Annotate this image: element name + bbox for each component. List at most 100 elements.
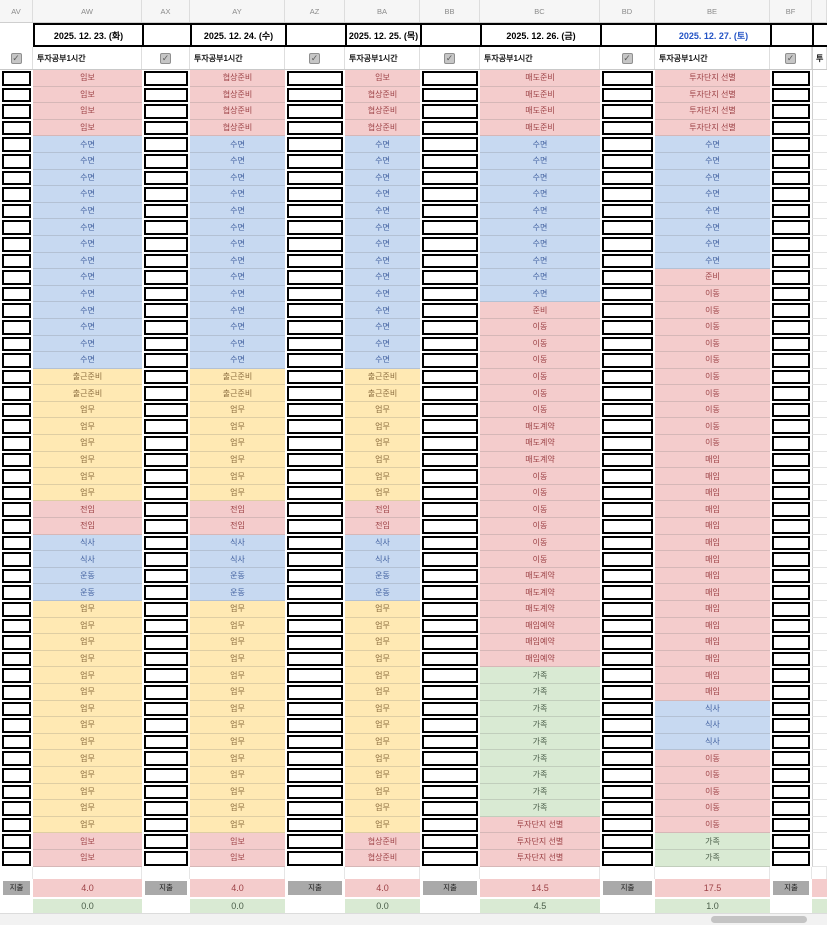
input-box[interactable] [287,436,343,451]
column-header-BF[interactable]: BF [770,0,812,22]
input-box[interactable] [2,286,31,302]
column-header-BC[interactable]: BC [480,0,600,22]
activity-cell[interactable]: 수면 [345,152,420,170]
activity-cell[interactable]: 수면 [33,169,142,187]
input-box-cell[interactable] [600,203,655,220]
input-box[interactable] [772,286,810,302]
input-box-cell[interactable] [600,518,655,535]
input-box-cell[interactable] [420,634,480,651]
activity-cell[interactable]: 수면 [33,252,142,270]
input-box[interactable] [144,353,188,368]
input-box[interactable] [772,353,810,368]
input-box-cell[interactable] [142,203,190,220]
activity-cell[interactable]: 업무 [345,601,420,618]
input-box[interactable] [2,104,31,119]
activity-cell[interactable]: 수면 [33,152,142,170]
input-box[interactable] [144,452,188,468]
activity-cell[interactable]: 업무 [33,634,142,651]
checkbox-checked-icon[interactable]: ✓ [10,52,22,64]
next-day-empty-cell[interactable] [812,617,827,635]
input-box-cell[interactable] [770,667,812,684]
input-box[interactable] [2,618,31,634]
input-box-cell[interactable] [770,701,812,718]
input-box-cell[interactable] [600,352,655,369]
activity-cell[interactable]: 수면 [33,186,142,203]
next-day-empty-cell[interactable] [812,816,827,834]
input-box-cell[interactable] [285,87,345,104]
input-box[interactable] [602,253,653,269]
input-box[interactable] [287,220,343,235]
input-box-cell[interactable] [770,734,812,751]
next-day-empty-cell[interactable] [812,103,827,120]
input-box[interactable] [144,801,188,816]
input-box[interactable] [602,170,653,186]
next-day-empty-cell[interactable] [812,849,827,867]
input-box[interactable] [144,734,188,750]
activity-cell[interactable]: 투자단지 선별 [480,849,600,867]
input-box-cell[interactable] [0,535,33,552]
activity-cell[interactable]: 전임 [345,501,420,519]
input-box-cell[interactable] [0,551,33,568]
input-box[interactable] [772,850,810,866]
input-box[interactable] [287,153,343,169]
input-box-cell[interactable] [420,701,480,718]
input-box[interactable] [602,319,653,335]
input-box[interactable] [422,220,478,235]
activity-cell[interactable]: 업무 [190,733,285,751]
input-box-cell[interactable] [142,286,190,303]
activity-cell[interactable]: 매도계약 [480,601,600,618]
input-box[interactable] [287,104,343,119]
input-box[interactable] [144,402,188,418]
input-box[interactable] [422,635,478,650]
activity-cell[interactable]: 임보 [33,70,142,87]
input-box[interactable] [2,651,31,667]
input-box-cell[interactable] [420,667,480,684]
input-box[interactable] [602,469,653,484]
activity-cell[interactable]: 임보 [190,849,285,867]
next-day-empty-cell[interactable] [812,518,827,535]
activity-cell[interactable]: 이동 [480,518,600,535]
activity-cell[interactable]: 수면 [33,219,142,236]
input-box[interactable] [602,419,653,435]
input-box-cell[interactable] [285,634,345,651]
input-box[interactable] [422,834,478,849]
input-box[interactable] [772,386,810,401]
input-box-cell[interactable] [770,601,812,618]
input-box-cell[interactable] [0,153,33,170]
input-box-cell[interactable] [600,667,655,684]
input-box-cell[interactable] [420,302,480,319]
input-box-cell[interactable] [600,435,655,452]
input-box-cell[interactable] [420,219,480,236]
input-box[interactable] [602,552,653,567]
input-box-cell[interactable] [770,236,812,253]
input-box-cell[interactable] [285,800,345,817]
input-box[interactable] [422,519,478,534]
input-box-cell[interactable] [600,103,655,120]
activity-cell[interactable]: 이동 [655,750,770,767]
input-box-cell[interactable] [142,153,190,170]
input-box-cell[interactable] [142,684,190,701]
next-day-empty-cell[interactable] [812,119,827,137]
input-box-cell[interactable] [770,203,812,220]
input-box-cell[interactable] [0,286,33,303]
activity-cell[interactable]: 이동 [655,435,770,452]
column-header-AW[interactable]: AW [33,0,142,22]
activity-cell[interactable]: 매도계약 [480,418,600,436]
activity-cell[interactable]: 업무 [345,700,420,718]
activity-cell[interactable]: 식사 [655,700,770,718]
activity-cell[interactable]: 수면 [345,318,420,336]
input-box-cell[interactable] [600,120,655,137]
next-day-empty-cell[interactable] [812,750,827,767]
input-box-cell[interactable] [142,418,190,435]
input-box[interactable] [144,485,188,501]
activity-cell[interactable]: 투자단지 선별 [480,833,600,850]
activity-cell[interactable]: 업무 [33,816,142,834]
input-box-cell[interactable] [770,618,812,635]
input-box-cell[interactable] [420,817,480,834]
input-box-cell[interactable] [142,219,190,236]
input-box[interactable] [772,71,810,86]
input-box[interactable] [144,170,188,186]
input-box-cell[interactable] [0,784,33,801]
activity-cell[interactable]: 수면 [655,152,770,170]
family-total-cell[interactable]: 0.0 [345,898,420,914]
